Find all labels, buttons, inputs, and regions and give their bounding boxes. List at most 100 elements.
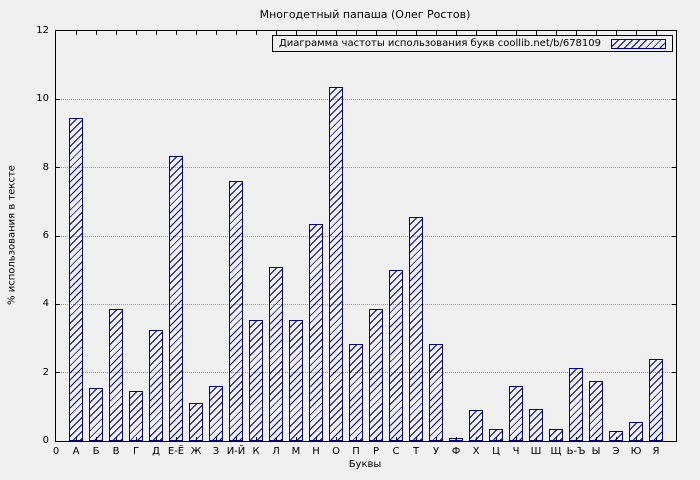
legend: Диаграмма частоты использования букв coo… — [271, 35, 673, 52]
plot-area: Диаграмма частоты использования букв coo… — [36, 25, 677, 457]
y-tick-label: 0 — [42, 435, 49, 446]
x-tick-label: Ю — [630, 446, 642, 457]
x-tick-label: Р — [372, 446, 380, 457]
bar-Р — [369, 309, 383, 441]
x-tick-mark — [415, 31, 417, 35]
bar-Ж — [189, 403, 203, 441]
x-tick-mark — [295, 437, 297, 441]
x-tick-mark — [115, 437, 117, 441]
x-tick-mark — [375, 31, 377, 35]
x-tick-mark — [275, 31, 277, 35]
gridline — [56, 372, 676, 374]
x-tick-mark — [75, 437, 77, 441]
x-tick-mark — [535, 437, 537, 441]
bar-О — [329, 87, 343, 441]
y-tick-label: 12 — [36, 25, 49, 36]
x-tick-mark — [495, 31, 497, 35]
x-tick-label: Г — [132, 446, 140, 457]
y-tick-mark — [672, 98, 676, 100]
x-tick-label: 0 — [52, 446, 60, 457]
x-tick-mark — [455, 437, 457, 441]
y-tick-mark — [56, 303, 60, 305]
x-tick-label: Л — [272, 446, 280, 457]
y-tick-label: 10 — [36, 93, 49, 105]
gridline — [56, 235, 676, 237]
gridline — [56, 303, 676, 305]
x-tick-mark — [215, 437, 217, 441]
bar-Т — [409, 217, 423, 441]
y-tick-label: 4 — [42, 298, 49, 310]
x-tick-label: Н — [312, 446, 320, 457]
x-tick-mark — [335, 437, 337, 441]
x-tick-label: О — [332, 446, 340, 457]
bar-П — [349, 344, 363, 441]
x-tick-mark — [355, 437, 357, 441]
y-tick-mark — [56, 167, 60, 169]
x-tick-label: Э — [612, 446, 620, 457]
x-tick-mark — [315, 437, 317, 441]
y-axis-label: % использования в тексте — [6, 165, 18, 305]
y-tick-mark — [672, 372, 676, 374]
y-tick-label: 8 — [42, 161, 49, 173]
x-tick-label: Ц — [492, 446, 500, 457]
x-tick-mark — [195, 437, 197, 441]
x-tick-mark — [475, 31, 477, 35]
bar-У — [429, 344, 443, 441]
x-tick-mark — [555, 31, 557, 35]
x-tick-mark — [435, 31, 437, 35]
gridline — [56, 167, 676, 169]
x-tick-mark — [375, 437, 377, 441]
x-tick-mark — [495, 437, 497, 441]
x-tick-mark — [175, 437, 177, 441]
x-tick-mark — [175, 31, 177, 35]
bar-Д — [149, 330, 163, 441]
bar-Г — [129, 391, 143, 441]
y-tick-mark — [672, 303, 676, 305]
x-tick-mark — [255, 437, 257, 441]
x-tick-label: Ж — [190, 446, 202, 457]
x-tick-mark — [75, 31, 77, 35]
y-tick-mark — [672, 167, 676, 169]
bar-Ь-Ъ — [569, 368, 583, 441]
x-tick-label: Д — [152, 446, 160, 457]
x-tick-mark — [155, 437, 157, 441]
x-tick-label: У — [432, 446, 440, 457]
bar-А — [69, 118, 83, 441]
x-tick-mark — [575, 437, 577, 441]
bar-Ч — [509, 386, 523, 441]
x-tick-mark — [655, 437, 657, 441]
x-tick-mark — [235, 437, 237, 441]
x-tick-label: М — [291, 446, 301, 457]
x-tick-mark — [475, 437, 477, 441]
x-tick-mark — [95, 437, 97, 441]
x-tick-mark — [235, 31, 237, 35]
x-tick-mark — [275, 437, 277, 441]
bar-М — [289, 320, 303, 441]
x-tick-label: Т — [412, 446, 420, 457]
y-tick-mark — [56, 98, 60, 100]
x-tick-label: С — [392, 446, 400, 457]
bar-Б — [89, 388, 103, 441]
x-tick-label: Ф — [451, 446, 461, 457]
x-tick-mark — [355, 31, 357, 35]
x-tick-mark — [595, 437, 597, 441]
x-tick-mark — [255, 31, 257, 35]
x-tick-label: Ь-Ъ — [566, 446, 586, 457]
bar-И-Й — [229, 181, 243, 441]
x-tick-label: И-Й — [226, 446, 246, 457]
bar-С — [389, 270, 403, 441]
x-tick-mark — [615, 31, 617, 35]
x-tick-label: Е-Ё — [167, 446, 185, 457]
x-tick-label: Я — [652, 446, 660, 457]
x-tick-label: В — [112, 446, 120, 457]
x-tick-mark — [435, 437, 437, 441]
legend-label: Диаграмма частоты использования букв coo… — [278, 38, 601, 49]
bar-З — [209, 386, 223, 441]
x-tick-mark — [415, 437, 417, 441]
x-tick-mark — [315, 31, 317, 35]
y-tick-mark — [56, 235, 60, 237]
gridline — [56, 98, 676, 100]
x-tick-mark — [115, 31, 117, 35]
x-tick-label: Б — [92, 446, 100, 457]
